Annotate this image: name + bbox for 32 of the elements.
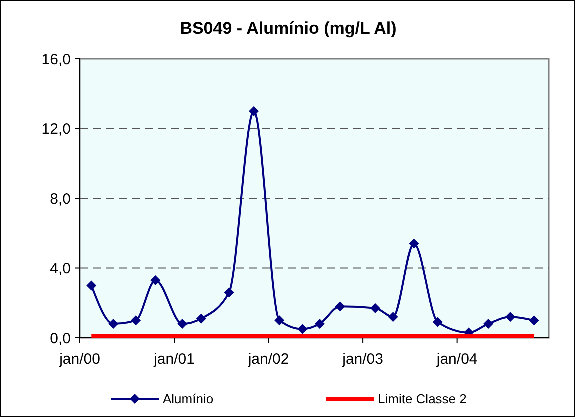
y-tick-label: 0,0 — [50, 330, 71, 348]
y-tick-label: 16,0 — [42, 51, 71, 68]
point — [370, 303, 380, 314]
point — [432, 317, 443, 328]
point — [484, 319, 494, 330]
legend-label: Limite Classe 2 — [378, 392, 467, 407]
y-tick-label: 4,0 — [50, 260, 71, 278]
x-tick-label: jan/00 — [58, 351, 100, 368]
point — [150, 275, 161, 286]
point — [388, 312, 398, 322]
point — [314, 319, 325, 330]
point — [86, 280, 97, 291]
point — [224, 288, 234, 298]
y-tick-label: 8,0 — [50, 190, 71, 208]
y-tick-label: 12,0 — [42, 121, 71, 138]
chart-title: BS049 - Alumínio (mg/L Al) — [180, 19, 397, 38]
point — [409, 238, 420, 249]
x-tick-label: jan/04 — [436, 351, 478, 368]
point — [274, 316, 285, 326]
point — [335, 302, 346, 312]
point — [506, 312, 516, 322]
legend-label: Alumínio — [163, 392, 214, 407]
x-tick-label: jan/01 — [153, 351, 195, 368]
point — [108, 319, 119, 330]
point — [196, 314, 206, 324]
point — [298, 324, 308, 334]
point — [178, 319, 188, 330]
point — [131, 316, 142, 326]
point — [529, 316, 540, 326]
x-tick-label: jan/02 — [247, 351, 290, 368]
x-tick-label: jan/03 — [342, 351, 384, 368]
point — [249, 106, 260, 116]
